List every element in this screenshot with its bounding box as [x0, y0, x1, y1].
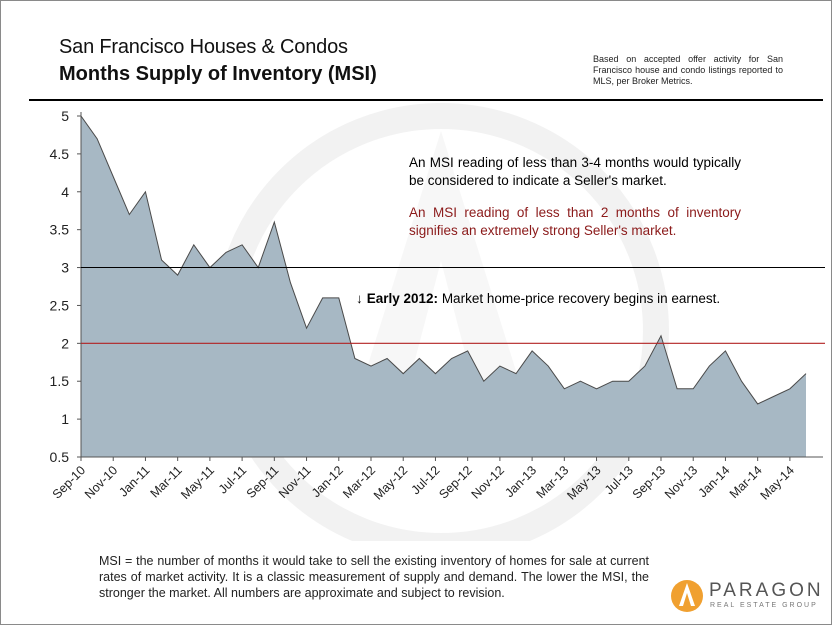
chart-title: San Francisco Houses & Condos	[59, 36, 348, 58]
x-tick-label: Nov-13	[662, 463, 700, 501]
x-tick-label: Sep-10	[50, 463, 88, 501]
y-tick-label: 4	[61, 184, 69, 200]
chart-subtitle: Months Supply of Inventory (MSI)	[59, 63, 377, 85]
paragon-logo: PARAGON REAL ESTATE GROUP	[669, 576, 829, 616]
x-tick-label: Jan-11	[116, 463, 152, 499]
x-tick-label: Nov-10	[82, 463, 120, 501]
seller-market-note: An MSI reading of less than 3-4 months w…	[409, 155, 741, 188]
y-tick-label: 4.5	[50, 146, 70, 162]
x-tick-label: May-11	[178, 463, 217, 502]
y-tick-label: 5	[61, 108, 69, 124]
y-tick-label: 1.5	[50, 373, 70, 389]
logo-subtitle: REAL ESTATE GROUP	[710, 602, 818, 609]
msi-area-chart: 0.511.522.533.544.55Sep-10Nov-10Jan-11Ma…	[50, 103, 825, 541]
x-tick-label: May-12	[371, 463, 410, 502]
paragon-flame-icon	[671, 580, 703, 612]
msi-definition-footnote: MSI = the number of months it would take…	[99, 554, 649, 600]
y-tick-label: 2.5	[50, 297, 70, 313]
x-tick-label: Sep-13	[630, 463, 668, 501]
x-tick-label: Sep-12	[436, 463, 474, 501]
x-tick-label: Mar-11	[148, 463, 185, 500]
recovery-label: Early 2012:	[366, 291, 439, 306]
y-tick-label: 3.5	[50, 222, 70, 238]
down-arrow-icon: ↓	[356, 291, 363, 306]
msi-area	[81, 116, 806, 457]
y-tick-label: 3	[61, 260, 69, 276]
x-tick-label: May-14	[758, 463, 797, 502]
logo-name: PARAGON	[709, 580, 824, 601]
source-note: Based on accepted offer activity for San…	[593, 54, 783, 86]
x-tick-label: Jan-12	[309, 463, 346, 500]
recovery-note: ↓ Early 2012: Market home-price recovery …	[356, 291, 720, 306]
header-divider	[29, 99, 823, 101]
x-tick-label: Jan-14	[696, 463, 733, 500]
y-tick-label: 0.5	[50, 449, 70, 465]
strong-seller-market-note: An MSI reading of less than 2 months of …	[409, 205, 741, 238]
x-tick-label: Jan-13	[502, 463, 539, 500]
y-tick-label: 1	[61, 411, 69, 427]
recovery-text: Market home-price recovery begins in ear…	[438, 291, 721, 306]
x-tick-label: Nov-12	[469, 463, 507, 501]
y-tick-label: 2	[61, 335, 69, 351]
msi-line	[80, 115, 807, 405]
